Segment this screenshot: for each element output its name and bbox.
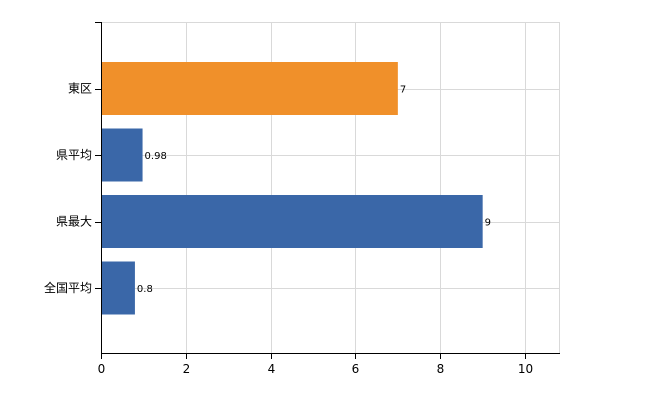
category-label: 県最大 [56, 215, 92, 229]
category-label: 東区 [68, 82, 92, 96]
bar [102, 195, 483, 248]
bar [102, 261, 135, 315]
x-tick-label: 10 [518, 362, 533, 376]
x-tick-label: 4 [268, 362, 276, 376]
data-label: 9 [485, 218, 491, 229]
x-tick-label: 8 [437, 362, 445, 376]
bar [102, 62, 398, 115]
data-label: 0.8 [137, 284, 153, 295]
bar [102, 128, 143, 182]
labels: 7 東区 0.98 県平均 9 県最大 0.8 全国平均 0 2 4 6 8 10 [44, 82, 533, 377]
category-label: 県平均 [56, 148, 92, 162]
x-tick-label: 6 [352, 362, 360, 376]
category-label: 全国平均 [44, 280, 92, 295]
data-label: 7 [400, 85, 406, 96]
data-label: 0.98 [145, 151, 167, 162]
bars [102, 62, 483, 315]
axes [95, 22, 560, 359]
x-tick-label: 2 [183, 362, 191, 376]
x-tick-label: 0 [98, 362, 106, 376]
